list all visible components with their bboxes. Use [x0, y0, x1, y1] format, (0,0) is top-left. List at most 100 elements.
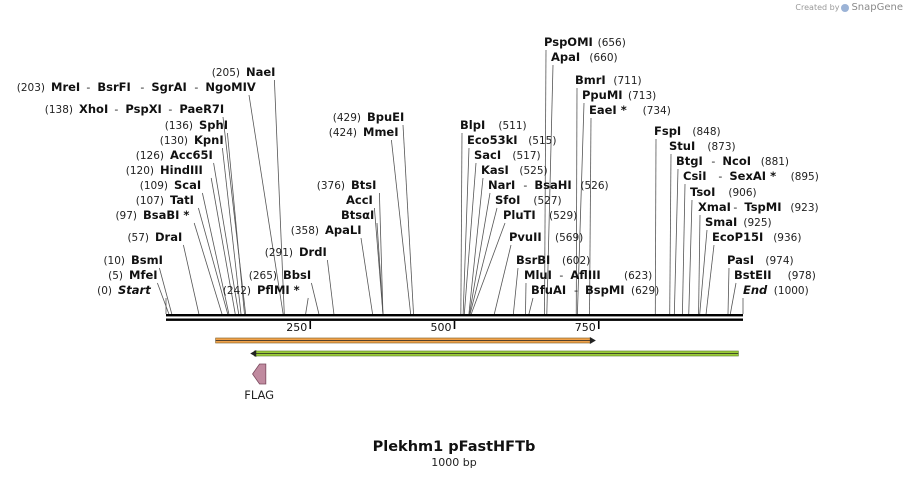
enzyme-bpuei[interactable]: BpuEI: [367, 110, 404, 124]
enzyme-csii[interactable]: CsiI: [683, 169, 707, 183]
enzyme-kpni[interactable]: KpnI: [194, 133, 224, 147]
site-pflmi[interactable]: PflMI * (242): [223, 283, 300, 297]
site-drdi[interactable]: DrdI (291): [265, 245, 327, 259]
enzyme-mlui[interactable]: MluI: [524, 268, 552, 282]
enzyme-xmai[interactable]: XmaI: [698, 200, 731, 214]
site-csii[interactable]: CsiI - SexAI * (895): [683, 169, 819, 183]
site-bmri[interactable]: BmrI (711): [575, 73, 642, 87]
enzyme-paer7i[interactable]: PaeR7I: [179, 102, 224, 116]
site-ecop15i[interactable]: EcoP15I (936): [712, 230, 801, 244]
enzyme-tspmi[interactable]: TspMI: [744, 200, 781, 214]
enzyme-ncoi[interactable]: NcoI: [722, 154, 751, 168]
enzyme-pflmi[interactable]: PflMI *: [257, 283, 300, 297]
enzyme-fspi[interactable]: FspI: [654, 124, 681, 138]
enzyme-kasi[interactable]: KasI: [481, 163, 509, 177]
enzyme-mfei[interactable]: MfeI: [129, 268, 158, 282]
site-mlui[interactable]: MluI - AflIII (623): [524, 268, 652, 282]
site-tsoi[interactable]: TsoI (906): [690, 185, 757, 199]
enzyme-ppumi[interactable]: PpuMI: [582, 88, 623, 102]
site-end[interactable]: End (1000): [743, 283, 809, 297]
enzyme-mmei[interactable]: MmeI: [363, 125, 399, 139]
enzyme-hindiii[interactable]: HindIII: [160, 163, 203, 177]
enzyme-tati[interactable]: TatI: [170, 193, 194, 207]
enzyme-pasi[interactable]: PasI: [727, 253, 754, 267]
site-bfuai[interactable]: BfuAI - BspMI (629): [531, 283, 659, 297]
site-acc65i[interactable]: Acc65I (126): [136, 148, 213, 162]
enzyme-ngomiv[interactable]: NgoMIV: [205, 80, 255, 94]
enzyme-bsrbi[interactable]: BsrBI: [516, 253, 550, 267]
enzyme-sfoi[interactable]: SfoI: [495, 193, 520, 207]
site-btsi[interactable]: BtsI (376): [317, 178, 377, 192]
enzyme-bts-i[interactable]: BtsαI: [341, 208, 374, 222]
site-bsabi[interactable]: BsaBI * (97): [115, 208, 189, 222]
site-smai[interactable]: SmaI (925): [705, 215, 772, 229]
enzyme-acc65i[interactable]: Acc65I: [170, 148, 213, 162]
site-pasi[interactable]: PasI (974): [727, 253, 794, 267]
enzyme-sgrai[interactable]: SgrAI: [151, 80, 186, 94]
site-hindiii[interactable]: HindIII (120): [126, 163, 203, 177]
site-mfei[interactable]: MfeI (5): [108, 268, 157, 282]
site-ppumi[interactable]: PpuMI (713): [582, 88, 656, 102]
enzyme-mrei[interactable]: MreI: [51, 80, 80, 94]
enzyme-naei[interactable]: NaeI: [246, 65, 275, 79]
flag-feature-arrow[interactable]: [252, 363, 267, 385]
site-pspomi[interactable]: PspOMI (656): [544, 35, 626, 49]
site-saci[interactable]: SacI (517): [474, 148, 541, 162]
site-kpni[interactable]: KpnI (130): [160, 133, 224, 147]
site-drai[interactable]: DraI (57): [127, 230, 182, 244]
site-mrei[interactable]: MreI - BsrFI - SgrAI - NgoMIV(203): [17, 80, 256, 94]
enzyme-drdi[interactable]: DrdI: [299, 245, 327, 259]
enzyme-bsahi[interactable]: BsaHI: [534, 178, 571, 192]
enzyme-nari[interactable]: NarI: [488, 178, 515, 192]
enzyme-saci[interactable]: SacI: [474, 148, 501, 162]
enzyme-bfuai[interactable]: BfuAI: [531, 283, 566, 297]
site-eaei[interactable]: EaeI * (734): [589, 103, 671, 117]
enzyme-sphi[interactable]: SphI: [199, 118, 228, 132]
enzyme-apali[interactable]: ApaLI: [325, 223, 362, 237]
enzyme-tsoi[interactable]: TsoI: [690, 185, 715, 199]
enzyme-bmri[interactable]: BmrI: [575, 73, 606, 87]
site-bbsi[interactable]: BbsI (265): [249, 268, 311, 282]
site-xhoi[interactable]: XhoI - PspXI - PaeR7I(138): [45, 102, 224, 116]
enzyme-bspmi[interactable]: BspMI: [585, 283, 625, 297]
site-start[interactable]: Start (0): [97, 283, 151, 297]
site-tati[interactable]: TatI (107): [136, 193, 194, 207]
enzyme-scai[interactable]: ScaI: [174, 178, 201, 192]
site-mmei[interactable]: MmeI (424): [329, 125, 399, 139]
site-nari[interactable]: NarI - BsaHI (526): [488, 178, 609, 192]
enzyme-pspomi[interactable]: PspOMI: [544, 35, 593, 49]
site-bsmi[interactable]: BsmI (10): [103, 253, 162, 267]
enzyme-bsmi[interactable]: BsmI: [131, 253, 163, 267]
enzyme-apai[interactable]: ApaI: [551, 50, 580, 64]
enzyme-drai[interactable]: DraI: [155, 230, 182, 244]
site-bsteii[interactable]: BstEII (978): [734, 268, 816, 282]
site-pluti[interactable]: PluTI (529): [503, 208, 577, 222]
site-bsrbi[interactable]: BsrBI (602): [516, 253, 590, 267]
enzyme-btgi[interactable]: BtgI: [676, 154, 703, 168]
site-sfoi[interactable]: SfoI (527): [495, 193, 562, 207]
site-scai[interactable]: ScaI (109): [140, 178, 201, 192]
enzyme-afliii[interactable]: AflIII: [570, 268, 600, 282]
site-stui[interactable]: StuI (873): [669, 139, 736, 153]
enzyme-pvuii[interactable]: PvuII: [509, 230, 542, 244]
site-apali[interactable]: ApaLI (358): [291, 223, 362, 237]
site-btgi[interactable]: BtgI - NcoI (881): [676, 154, 789, 168]
site-kasi[interactable]: KasI (525): [481, 163, 548, 177]
enzyme-pluti[interactable]: PluTI: [503, 208, 536, 222]
site-xmai[interactable]: XmaI - TspMI (923): [698, 200, 819, 214]
enzyme-pspxi[interactable]: PspXI: [125, 102, 161, 116]
enzyme-blpi[interactable]: BlpI: [460, 118, 485, 132]
enzyme-acci[interactable]: AccI: [346, 193, 373, 207]
site-blpi[interactable]: BlpI (511): [460, 118, 527, 132]
enzyme-bbsi[interactable]: BbsI: [283, 268, 311, 282]
site-eco53ki[interactable]: Eco53kI (515): [467, 133, 556, 147]
site-bts-i[interactable]: BtsαI: [341, 208, 374, 222]
enzyme-smai[interactable]: SmaI: [705, 215, 737, 229]
site-apai[interactable]: ApaI (660): [551, 50, 618, 64]
site-bpuei[interactable]: BpuEI (429): [333, 110, 405, 124]
site-fspi[interactable]: FspI (848): [654, 124, 721, 138]
enzyme-eco53ki[interactable]: Eco53kI: [467, 133, 518, 147]
enzyme-bsteii[interactable]: BstEII: [734, 268, 772, 282]
site-naei[interactable]: NaeI (205): [212, 65, 276, 79]
enzyme-eaei[interactable]: EaeI *: [589, 103, 627, 117]
